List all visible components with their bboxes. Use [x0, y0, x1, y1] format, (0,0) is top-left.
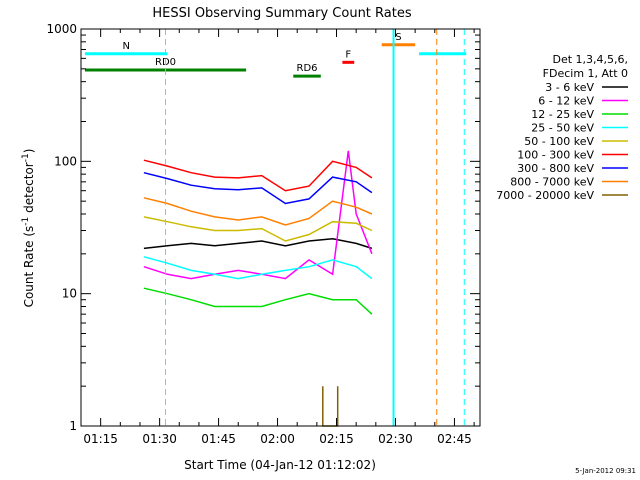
series-line: [143, 150, 373, 280]
legend-label: 100 - 300 keV: [517, 149, 594, 162]
y-axis-label-mid: detector: [22, 162, 36, 217]
footer-date: 5-Jan-2012 09:31: [575, 467, 636, 475]
y-tick-label: 1: [69, 419, 77, 433]
series-line: [143, 287, 373, 315]
annotation-label: S: [395, 32, 401, 43]
series-line: [322, 386, 339, 427]
y-axis-label-sup-1: -1: [21, 217, 31, 226]
annotation-label: N: [122, 41, 129, 52]
series-line: [143, 159, 373, 192]
x-tick-label: 02:30: [378, 432, 413, 446]
legend-label: 7000 - 20000 keV: [496, 189, 594, 202]
series-line: [143, 238, 373, 250]
legend-header-2: FDecim 1, Att 0: [543, 67, 628, 80]
legend-label: 25 - 50 keV: [531, 122, 594, 135]
chart-title: HESSI Observing Summary Count Rates: [152, 6, 411, 21]
annotation-label: F: [345, 49, 351, 60]
legend-label: 300 - 800 keV: [517, 162, 594, 175]
x-tick-label: 01:30: [142, 432, 177, 446]
y-tick-label: 10: [62, 287, 77, 301]
x-axis-label: Start Time (04-Jan-12 01:12:02): [184, 458, 376, 472]
legend-label: 50 - 100 keV: [524, 135, 594, 148]
legend-label: 3 - 6 keV: [545, 81, 594, 94]
series-line: [143, 256, 373, 280]
legend: Det 1,3,4,5,6, FDecim 1, Att 0 3 - 6 keV…: [496, 53, 628, 202]
legend-label: 800 - 7000 keV: [510, 176, 594, 189]
x-tick-label: 02:00: [260, 432, 295, 446]
axis-ticks: 01:15 01:30 01:45 02:00 02:15 02:30 02:45 1 10 10…: [46, 22, 480, 446]
legend-header-1: Det 1,3,4,5,6,: [552, 53, 628, 66]
series-line: [143, 171, 373, 205]
y-axis-label: Count Rate (s-1 detector-1): [21, 149, 36, 308]
x-tick-label: 02:15: [319, 432, 354, 446]
annotation-label: RD6: [297, 63, 318, 74]
y-axis-label-sup-2: -1: [21, 153, 31, 162]
y-axis-label-end: ): [22, 149, 36, 154]
x-tick-label: 01:15: [83, 432, 118, 446]
legend-label: 12 - 25 keV: [531, 108, 594, 121]
vertical-markers: [165, 29, 465, 426]
y-tick-label: 1000: [46, 22, 77, 36]
y-axis-label-main: Count Rate (s: [22, 226, 36, 308]
series-line: [143, 197, 373, 226]
legend-label: 6 - 12 keV: [538, 95, 594, 108]
x-tick-label: 01:45: [201, 432, 236, 446]
plot-frame: [80, 28, 481, 427]
y-tick-label: 100: [54, 154, 77, 168]
x-tick-label: 02:45: [437, 432, 472, 446]
series-line: [143, 216, 373, 242]
series-group: [143, 150, 373, 427]
